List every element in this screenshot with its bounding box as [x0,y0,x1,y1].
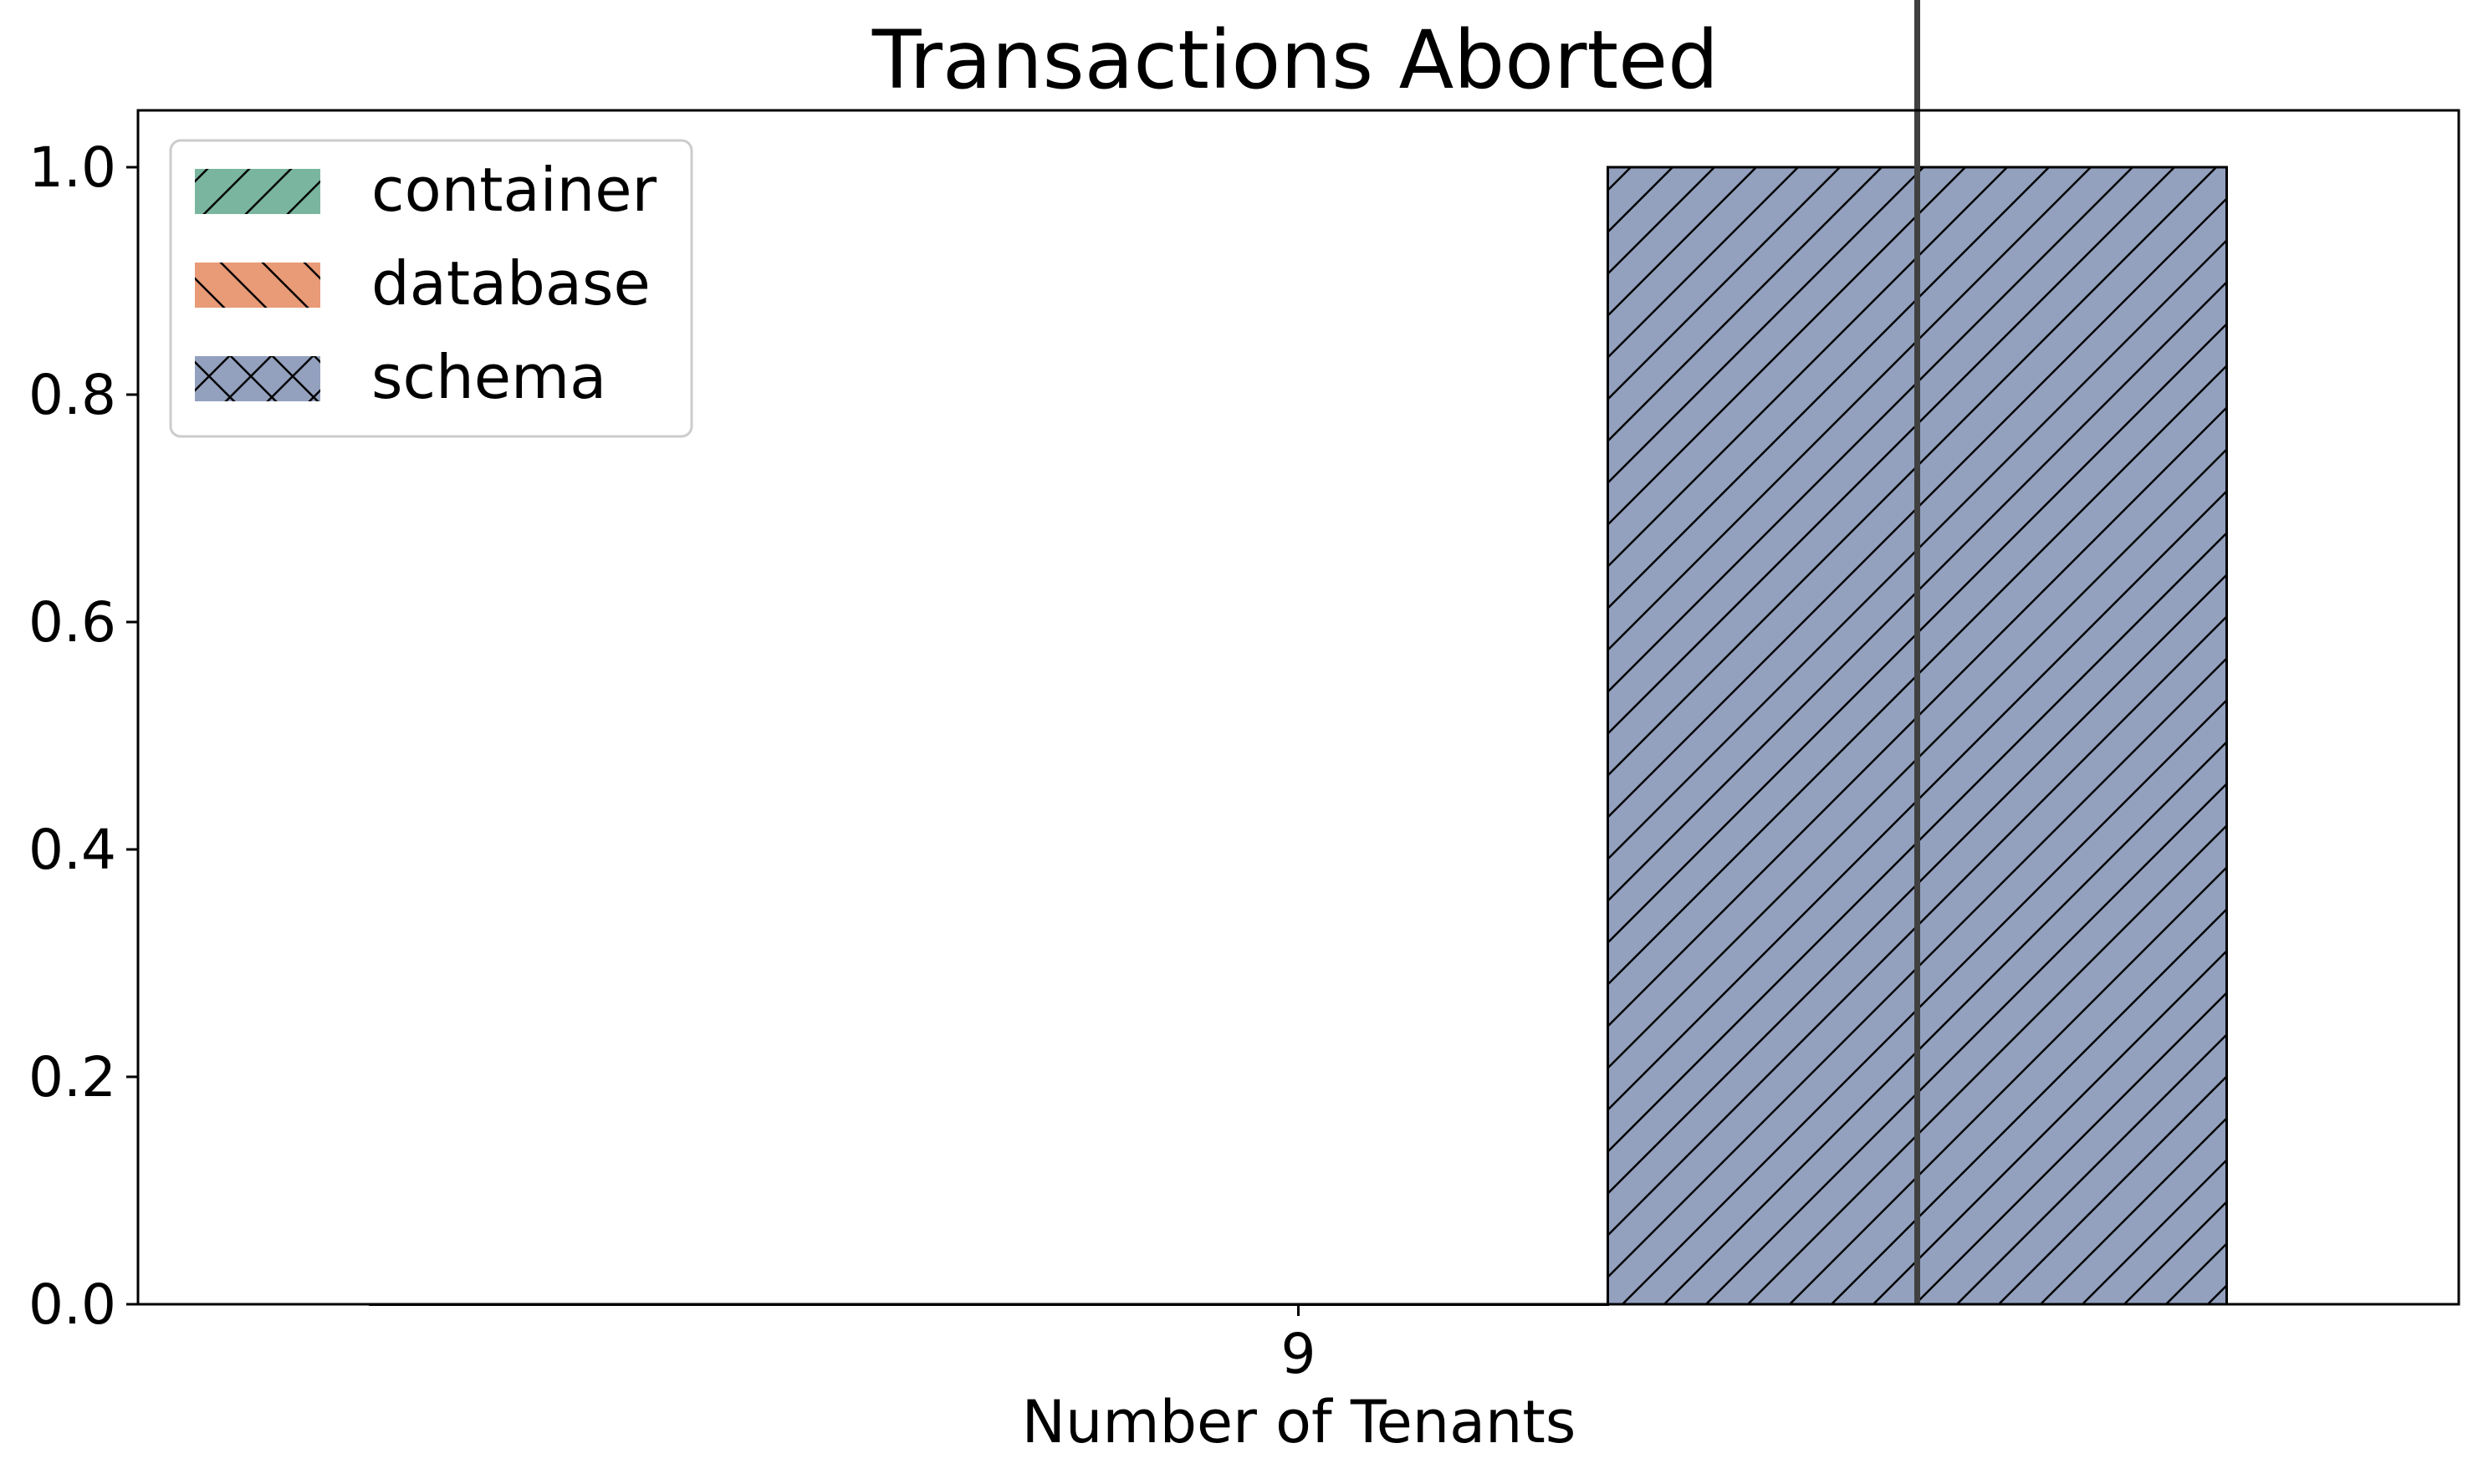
y-tick-label: 0.0 [28,1272,116,1337]
legend-label: database [371,248,651,319]
y-tick-label: 0.8 [28,363,116,427]
legend-hatch [195,356,320,401]
legend-hatch [195,263,320,308]
legend-label: container [371,155,657,225]
y-tick-label: 0.6 [28,590,116,655]
x-tick-label: 9 [1281,1322,1316,1386]
legend: container database schema [169,139,693,438]
y-tick-label: 0.2 [28,1045,116,1109]
y-tick-label: 0.4 [28,818,116,882]
chart-title: Transactions Aborted [871,13,1719,107]
x-axis-label: Number of Tenants [1022,1388,1576,1456]
legend-item-container: container [195,155,657,225]
y-axis: 0.0 0.2 0.4 0.6 0.8 1.0 [28,135,138,1337]
legend-item-database: database [195,248,651,319]
y-tick-label: 1.0 [28,135,116,200]
legend-hatch [195,169,320,214]
plot-area [369,0,2228,1306]
legend-item-schema: schema [195,342,606,412]
x-axis: 9 [1281,1304,1316,1386]
legend-label: schema [371,342,606,412]
